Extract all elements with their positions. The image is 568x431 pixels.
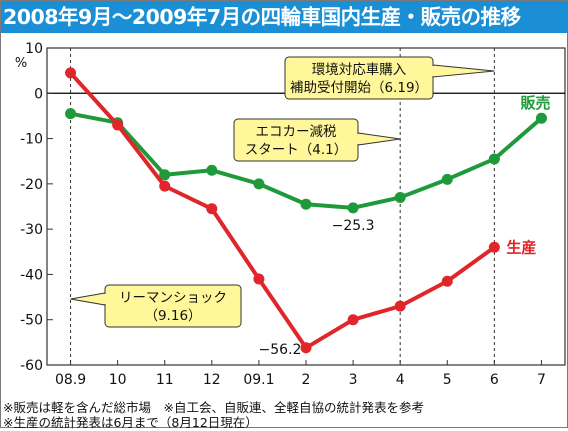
x-tick-label-6: 3 [349, 372, 358, 388]
note-production: ※生産の統計発表は6月まで（8月12日現在） [3, 415, 258, 430]
series-0-point-4 [253, 178, 265, 190]
x-tick-label-5: 2 [302, 372, 311, 388]
series-1-point-8 [441, 275, 453, 287]
series-0-point-5 [300, 198, 312, 210]
x-tick-label-3: 12 [203, 372, 221, 388]
value-label-0: −25.3 [332, 218, 375, 234]
series-line-1 [69, 71, 496, 350]
callout-0-line-0: 環境対応車購入 [312, 62, 407, 78]
series-name-label-1: 生産 [506, 238, 536, 256]
value-label-1: −56.2 [259, 342, 302, 358]
series-0-point-7 [394, 191, 406, 203]
callout-0-line-1: 補助受付開始（6.19） [290, 80, 428, 96]
y-tick-label-2: -10 [20, 132, 43, 148]
x-tick-label-1: 10 [109, 372, 127, 388]
callout-1-line-0: エコカー減税 [256, 123, 337, 140]
series-name-label-0: 販売 [520, 94, 550, 112]
x-tick-label-4: 09.1 [243, 372, 274, 388]
series-1-point-9 [488, 241, 500, 253]
y-tick-label-3: -20 [20, 177, 43, 193]
series-1-point-4 [253, 273, 265, 285]
callout-pointer-1 [357, 132, 401, 146]
series-0-point-9 [488, 153, 500, 165]
series-1-point-7 [394, 300, 406, 312]
series-0-point-3 [206, 164, 218, 176]
x-tick-label-9: 6 [490, 372, 499, 388]
note-sales-source: ※販売は軽を含んだ総市場 ※自工会、自販連、全軽自協の統計発表を参考 [3, 400, 424, 415]
x-tick-label-0: 08.9 [55, 372, 86, 388]
series-0-point-0 [65, 108, 77, 120]
callout-pointer-0 [432, 64, 495, 78]
series-1-point-0 [65, 67, 77, 79]
callout-2-line-0: リーマンショック [119, 290, 227, 306]
x-tick-label-8: 5 [443, 372, 452, 388]
y-tick-label-6: -50 [20, 313, 43, 329]
series-1-point-3 [206, 203, 218, 215]
series-1-point-2 [159, 180, 171, 192]
callout-pointer-2 [70, 292, 106, 306]
series-0-point-8 [441, 173, 453, 185]
callout-box-2 [104, 284, 242, 328]
callout-box-0 [284, 56, 434, 100]
series-0-point-10 [535, 112, 547, 124]
y-unit-label: % [15, 56, 27, 71]
series-0-point-6 [347, 202, 359, 214]
line-chart: 10 0 -10 -20 -30 -40 -50 -60% 08.9 10 11 12 09.1 2 3 4 5… [15, 41, 566, 388]
series-0-point-2 [159, 169, 171, 181]
y-tick-label-0: 10 [25, 41, 43, 57]
x-tick-label-2: 11 [156, 372, 174, 388]
y-tick-label-5: -40 [20, 267, 43, 283]
y-tick-label-1: 0 [34, 86, 43, 102]
x-tick-label-10: 7 [537, 372, 546, 388]
series-1-point-1 [112, 119, 124, 131]
y-tick-label-7: -60 [20, 358, 43, 374]
x-tick-label-7: 4 [396, 372, 405, 388]
y-tick-label-4: -30 [20, 222, 43, 238]
chart-title: 2008年9月〜2009年7月の四輪車国内生産・販売の推移 [1, 1, 568, 33]
callout-1-line-1: スタート（4.1） [245, 142, 347, 158]
series-1-point-6 [347, 314, 359, 326]
callout-2-line-1: （9.16） [144, 308, 201, 324]
series-1-point-5 [300, 342, 312, 354]
